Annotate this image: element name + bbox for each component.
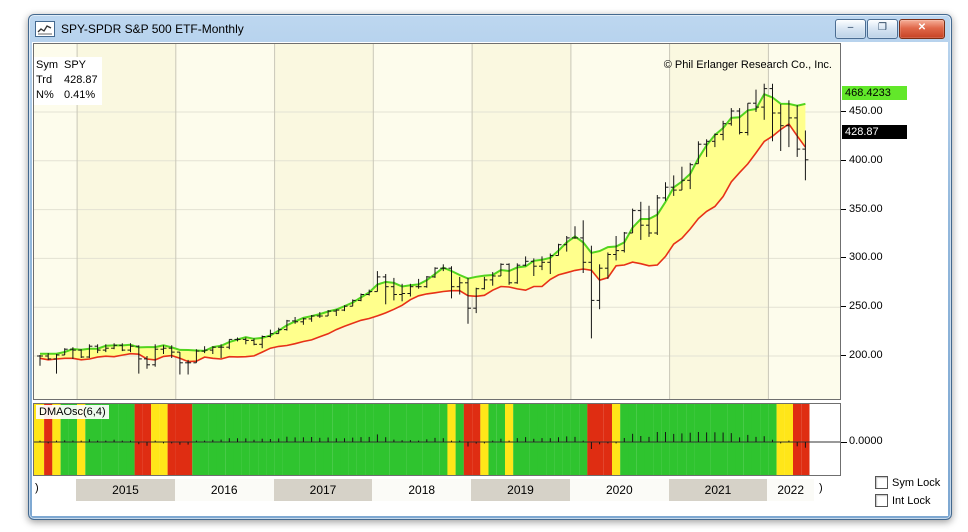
checkbox-box[interactable] [875,476,888,489]
year-label: 2015 [76,479,175,501]
price-tick-label: 200.00 [849,349,883,361]
titlebar[interactable]: SPY-SPDR S&P 500 ETF-Monthly – ❐ ✕ [29,15,951,42]
price-tick-label: 400.00 [849,153,883,166]
price-tick-mark [841,159,846,161]
price-tick-label: 350.00 [849,202,883,215]
oscillator-panel[interactable] [33,403,841,476]
sym-lock-checkbox[interactable]: Sym Lock [875,476,940,489]
lower-band-line [39,122,807,363]
price-tick-mark [841,355,846,356]
oscillator-ticks [39,432,806,449]
year-label: 2019 [471,479,570,501]
price-bars [37,83,809,375]
checkbox-box[interactable] [875,494,888,507]
upper-band-line [40,92,806,355]
price-tick-mark [841,208,846,210]
price-chart[interactable] [33,43,841,400]
int-lock-label: Int Lock [892,494,931,507]
time-axis: ) 2015 2016 2017 2018 2019 2020 2021 2022) [33,479,841,501]
restore-button[interactable]: ❐ [867,18,898,39]
trade-row: Trd 428.87 [36,73,98,88]
chart-content: Sym SPY Trd 428.87 N% 0.41% © Phil Erlanger… [32,42,948,516]
minimize-button[interactable]: – [835,18,866,39]
symbol-row: Sym SPY [36,58,98,73]
last-price-label: 428.87 [842,124,907,139]
year-label: 2018 [372,479,472,501]
time-axis-left-cap: ) [35,482,39,494]
trade-value: 428.87 [64,74,98,86]
year-label: 2017 [273,479,373,501]
indicator-label: DMAOsc(6,4) [36,405,109,419]
price-tick-mark [841,111,846,112]
quote-info-box: Sym SPY Trd 428.87 N% 0.41% [34,57,102,105]
year-label: 2020 [569,479,669,501]
price-tick-label: 300.00 [849,251,883,264]
net-pct-value: 0.41% [64,89,96,101]
price-tick-mark [841,257,846,259]
upper-band-price-label: 468.4233 [842,86,907,100]
oscillator-zero-label: 0.0000 [849,435,883,447]
copyright-text: © Phil Erlanger Research Co., Inc. [663,59,832,71]
window-title: SPY-SPDR S&P 500 ETF-Monthly [61,21,244,36]
year-label: 2016 [174,479,274,501]
price-tick-label: 250.00 [849,300,883,313]
year-label: 2022 [767,479,814,501]
int-lock-checkbox[interactable]: Int Lock [875,494,931,507]
window-controls: – ❐ ✕ [835,18,945,39]
net-pct-row: N% 0.41% [36,88,98,103]
app-window: SPY-SPDR S&P 500 ETF-Monthly – ❐ ✕ Sym SP… [28,14,952,520]
price-tick-mark [841,306,846,308]
net-pct-label: N% [36,89,54,101]
sym-lock-label: Sym Lock [892,476,941,489]
trade-label: Trd [36,74,53,86]
price-tick-label: 450.00 [849,105,883,117]
symbol-value: SPY [64,59,87,71]
app-icon [35,20,55,37]
year-label: 2021 [668,479,768,501]
price-axis: 450.00 400.00 350.00 300.00 250.00 200.00 468.… [841,43,947,400]
oscillator-zero-tick [841,442,847,443]
close-button[interactable]: ✕ [899,18,945,39]
time-axis-right-cap: ) [819,482,823,494]
symbol-label: Sym [36,59,58,71]
